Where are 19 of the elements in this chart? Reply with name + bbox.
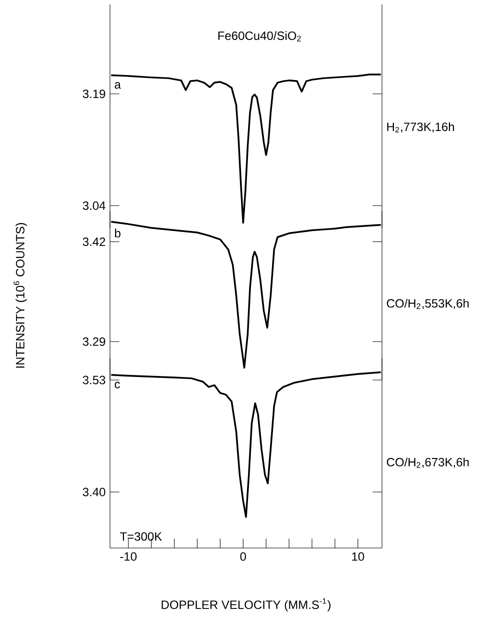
series-label: b — [115, 228, 120, 238]
series-label: c — [114, 382, 120, 388]
x-tick-label: 0 — [240, 552, 246, 561]
x-axis-title: DOPPLER VELOCITY (MM.S$^{-1}$) — [162, 598, 330, 612]
x-tick-label: 10 — [352, 552, 364, 561]
y-tick-label: 3.42 — [82, 237, 106, 246]
series-label: a — [114, 82, 121, 89]
text: CO/H$_{2}$,673K,6h — [386, 458, 469, 468]
x-tick-label: -10 — [120, 552, 137, 561]
text: CO/H$_{2}$,553K,6h — [386, 298, 469, 310]
y-tick-label: 3.29 — [82, 337, 106, 346]
y-tick-label: 3.53 — [82, 376, 106, 384]
text: H$_{2}$,773K,16h — [387, 122, 454, 132]
y-tick-label: 3.19 — [82, 90, 106, 98]
text: Fe60Cu40/SiO$_{2}$ — [218, 31, 301, 42]
y-tick-label: 3.04 — [82, 201, 106, 210]
y-tick-label: 3.40 — [82, 488, 106, 496]
y-axis-title: INTENSITY (10$^{6}$ COUNTS) — [14, 223, 27, 368]
annotation: T=300K — [120, 532, 162, 541]
